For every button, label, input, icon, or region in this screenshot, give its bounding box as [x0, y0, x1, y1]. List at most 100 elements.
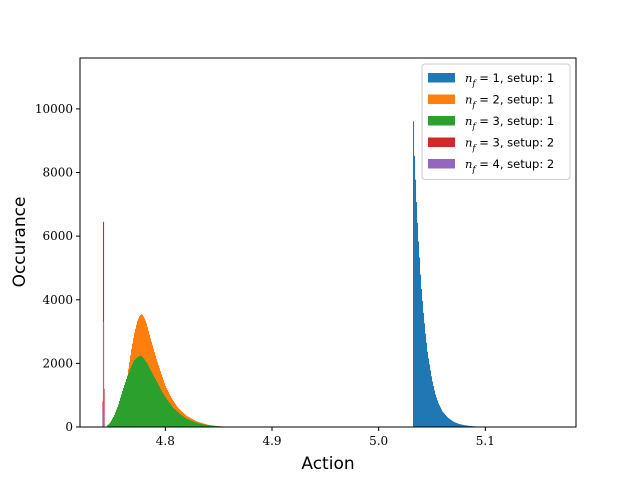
bar — [169, 402, 171, 427]
legend-swatch — [428, 159, 455, 169]
bar — [120, 397, 122, 427]
bar — [447, 417, 449, 427]
bar — [204, 424, 206, 427]
bar — [189, 419, 191, 427]
bar — [123, 387, 125, 427]
bar — [466, 425, 468, 427]
bar — [416, 202, 418, 427]
bar — [469, 425, 471, 427]
bar — [456, 422, 458, 427]
bar — [418, 241, 420, 427]
bar — [454, 422, 456, 427]
bar — [137, 357, 139, 427]
bar — [430, 370, 432, 427]
bar — [127, 376, 129, 427]
bar — [213, 425, 215, 427]
bar — [193, 421, 195, 427]
bar — [158, 384, 160, 427]
y-tick-label: 4000 — [42, 293, 73, 307]
x-tick-label: 5.0 — [369, 434, 388, 448]
bar — [154, 377, 156, 427]
bar — [159, 386, 161, 427]
bar — [465, 425, 467, 427]
bar — [186, 418, 188, 427]
bar — [467, 425, 469, 427]
bar — [187, 419, 189, 427]
bar — [441, 409, 443, 427]
bar — [172, 406, 174, 427]
bar — [424, 323, 426, 427]
bar — [166, 398, 168, 427]
bar — [160, 388, 162, 427]
bar — [138, 356, 140, 427]
x-axis-label: Action — [301, 454, 354, 474]
bar — [414, 155, 416, 427]
y-tick-label: 2000 — [42, 356, 73, 370]
y-tick-label: 6000 — [42, 229, 73, 243]
bar — [151, 371, 153, 427]
bar — [464, 425, 466, 427]
bar — [178, 412, 180, 427]
bar — [438, 403, 440, 427]
bar — [145, 360, 147, 427]
bar — [143, 358, 145, 427]
bar — [130, 368, 132, 427]
bar — [417, 222, 419, 427]
legend: nf = 1, setup: 1 nf = 2, setup: 1 nf = 3, … — [421, 63, 571, 180]
bar — [462, 424, 464, 427]
bar — [128, 373, 130, 427]
series-1-bars — [413, 121, 497, 428]
bar — [214, 425, 216, 427]
bar — [451, 420, 453, 427]
bar — [181, 415, 183, 427]
bar — [432, 381, 434, 427]
bar — [442, 411, 444, 427]
bar — [115, 412, 117, 427]
bar — [206, 424, 208, 427]
bar — [113, 416, 115, 427]
bar — [468, 425, 470, 427]
bar — [191, 420, 193, 427]
bar — [184, 417, 186, 427]
bar — [122, 390, 124, 427]
bar — [203, 424, 205, 427]
bar — [175, 410, 177, 427]
bar — [210, 425, 212, 427]
bar — [445, 414, 447, 427]
bar — [212, 425, 214, 427]
bar — [150, 369, 152, 427]
bar — [112, 418, 114, 427]
bar — [425, 333, 427, 427]
legend-swatch — [428, 94, 455, 104]
bar — [162, 392, 164, 427]
bar — [163, 394, 165, 427]
bar — [413, 121, 415, 428]
bar — [102, 322, 105, 427]
bar — [196, 422, 198, 427]
bar — [421, 289, 423, 427]
bar — [446, 416, 448, 427]
bar — [431, 376, 433, 427]
bar — [420, 274, 422, 427]
x-axis-ticks: 4.8 4.9 5.0 5.1 — [156, 427, 495, 448]
x-tick-label: 4.8 — [156, 434, 175, 448]
bar — [423, 312, 425, 427]
bar — [455, 422, 457, 427]
bar — [453, 421, 455, 427]
bar — [139, 356, 141, 427]
legend-swatch — [428, 73, 455, 83]
bar — [452, 420, 454, 427]
bar — [190, 420, 192, 427]
bar — [180, 414, 182, 427]
bar — [460, 424, 462, 427]
bar — [183, 416, 185, 427]
bar — [209, 425, 211, 427]
bar — [135, 359, 137, 427]
bar — [444, 413, 446, 427]
bar — [436, 397, 438, 427]
bar — [179, 413, 181, 427]
y-tick-label: 10000 — [35, 102, 73, 116]
legend-entry-label: nf = 3, setup: 1 — [465, 114, 554, 132]
bar — [449, 418, 451, 427]
